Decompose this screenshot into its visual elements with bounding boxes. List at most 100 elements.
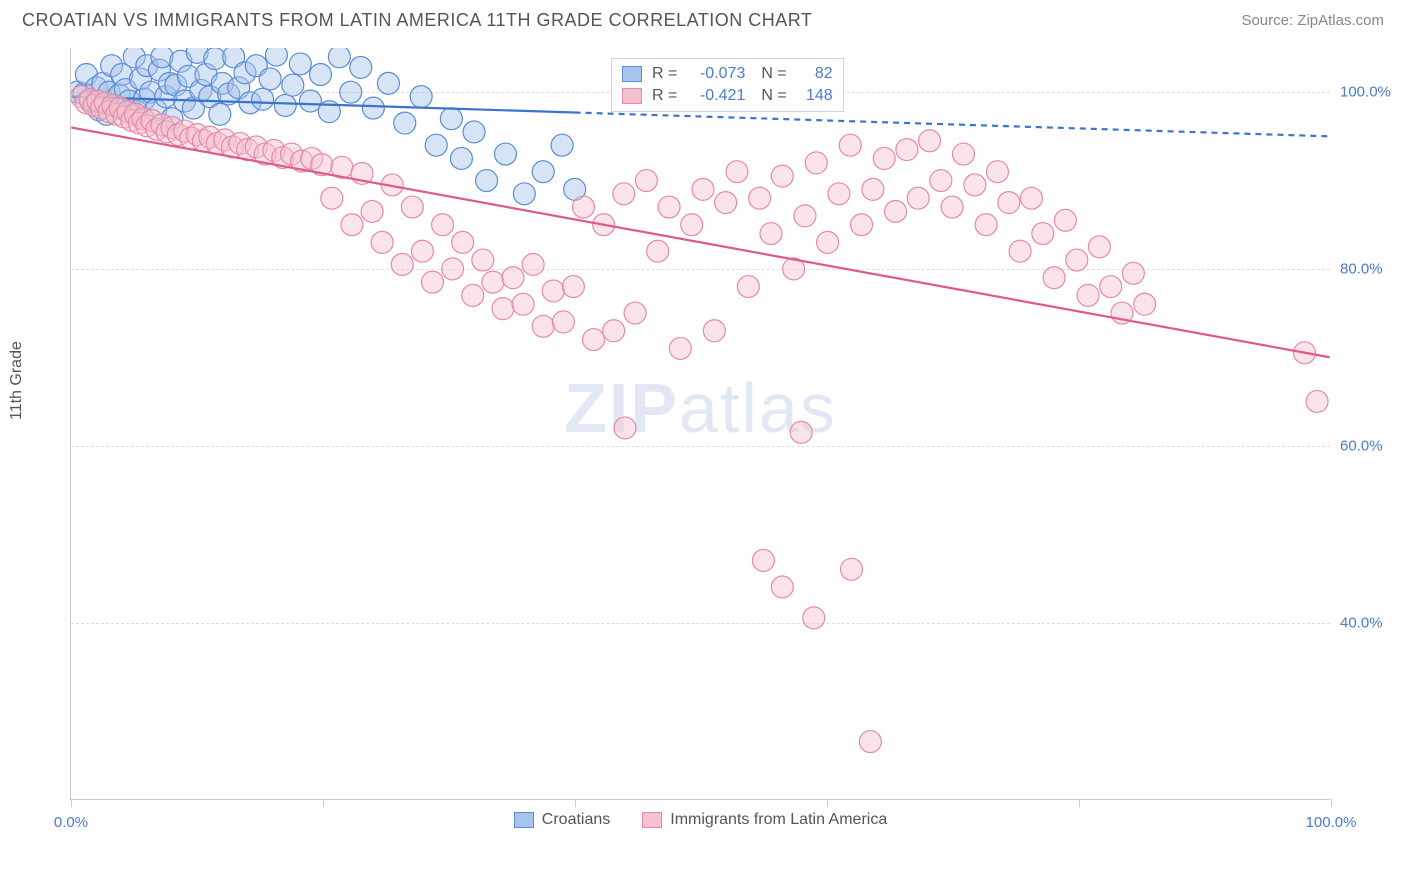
scatter-point (361, 200, 383, 222)
scatter-point (425, 134, 447, 156)
scatter-point (896, 139, 918, 161)
scatter-point (452, 231, 474, 253)
scatter-point (463, 121, 485, 143)
scatter-point (350, 56, 372, 78)
scatter-point (265, 48, 287, 66)
legend-bottom: Croatians Immigrants from Latin America (71, 811, 1330, 833)
legend-r-value: -0.073 (685, 65, 745, 83)
scatter-point (964, 174, 986, 196)
scatter-point (669, 337, 691, 359)
scatter-point (572, 196, 594, 218)
scatter-point (209, 103, 231, 125)
legend-swatch (642, 812, 662, 828)
x-tick (323, 799, 324, 807)
scatter-point (930, 170, 952, 192)
scatter-point (862, 178, 884, 200)
scatter-point (726, 161, 748, 183)
y-axis-label: 11th Grade (8, 341, 26, 420)
scatter-point (771, 165, 793, 187)
scatter-point (692, 178, 714, 200)
scatter-point (494, 143, 516, 165)
legend-n-label: N = (761, 87, 786, 105)
scatter-point (859, 731, 881, 753)
legend-stats-row: R =-0.421N =148 (622, 85, 833, 107)
scatter-point (321, 187, 343, 209)
regression-line-dashed (575, 112, 1330, 136)
plot-area: ZIPatlas R =-0.073N =82R =-0.421N =148 C… (70, 48, 1330, 800)
scatter-point (1066, 249, 1088, 271)
scatter-point (624, 302, 646, 324)
scatter-point (252, 88, 274, 110)
scatter-point (411, 240, 433, 262)
legend-stats-row: R =-0.073N =82 (622, 63, 833, 85)
legend-item: Croatians (514, 811, 610, 829)
scatter-point (377, 72, 399, 94)
chart-header: CROATIAN VS IMMIGRANTS FROM LATIN AMERIC… (0, 0, 1406, 37)
scatter-point (482, 271, 504, 293)
scatter-point (715, 192, 737, 214)
y-tick-label: 60.0% (1340, 438, 1400, 455)
scatter-point (885, 200, 907, 222)
legend-r-label: R = (652, 87, 677, 105)
scatter-point (259, 68, 281, 90)
scatter-point (410, 86, 432, 108)
scatter-point (394, 112, 416, 134)
scatter-point (907, 187, 929, 209)
scatter-point (1077, 284, 1099, 306)
scatter-point (542, 280, 564, 302)
scatter-point (512, 293, 534, 315)
scatter-point (362, 97, 384, 119)
scatter-point (442, 258, 464, 280)
scatter-point (1100, 276, 1122, 298)
scatter-point (1043, 267, 1065, 289)
legend-r-label: R = (652, 65, 677, 83)
scatter-point (552, 311, 574, 333)
scatter-point (975, 214, 997, 236)
scatter-point (614, 417, 636, 439)
scatter-point (371, 231, 393, 253)
scatter-point (562, 276, 584, 298)
scatter-point (462, 284, 484, 306)
scatter-point (151, 48, 173, 68)
legend-n-label: N = (761, 65, 786, 83)
scatter-point (341, 214, 363, 236)
scatter-point (737, 276, 759, 298)
scatter-point (603, 320, 625, 342)
scatter-point (513, 183, 535, 205)
scatter-point (986, 161, 1008, 183)
scatter-point (1009, 240, 1031, 262)
legend-label: Immigrants from Latin America (670, 811, 887, 829)
regression-line (71, 128, 1329, 358)
scatter-point (953, 143, 975, 165)
scatter-point (817, 231, 839, 253)
scatter-point (613, 183, 635, 205)
scatter-point (841, 558, 863, 580)
scatter-point (502, 267, 524, 289)
scatter-point (681, 214, 703, 236)
x-tick (575, 799, 576, 807)
scatter-point (340, 81, 362, 103)
scatter-point (450, 147, 472, 169)
scatter-point (328, 48, 350, 68)
scatter-point (583, 329, 605, 351)
scatter-point (635, 170, 657, 192)
legend-item: Immigrants from Latin America (642, 811, 887, 829)
legend-swatch (622, 88, 642, 104)
scatter-point (282, 74, 304, 96)
scatter-point (647, 240, 669, 262)
scatter-point (803, 607, 825, 629)
legend-stats-box: R =-0.073N =82R =-0.421N =148 (611, 58, 844, 112)
scatter-point (472, 249, 494, 271)
x-tick-label: 100.0% (1306, 814, 1357, 831)
x-tick (827, 799, 828, 807)
scatter-point (873, 147, 895, 169)
scatter-point (828, 183, 850, 205)
scatter-point (1088, 236, 1110, 258)
chart-title: CROATIAN VS IMMIGRANTS FROM LATIN AMERIC… (22, 10, 812, 31)
plot-svg (71, 48, 1330, 799)
scatter-point (551, 134, 573, 156)
scatter-point (703, 320, 725, 342)
scatter-point (289, 53, 311, 75)
scatter-point (998, 192, 1020, 214)
legend-label: Croatians (542, 811, 610, 829)
